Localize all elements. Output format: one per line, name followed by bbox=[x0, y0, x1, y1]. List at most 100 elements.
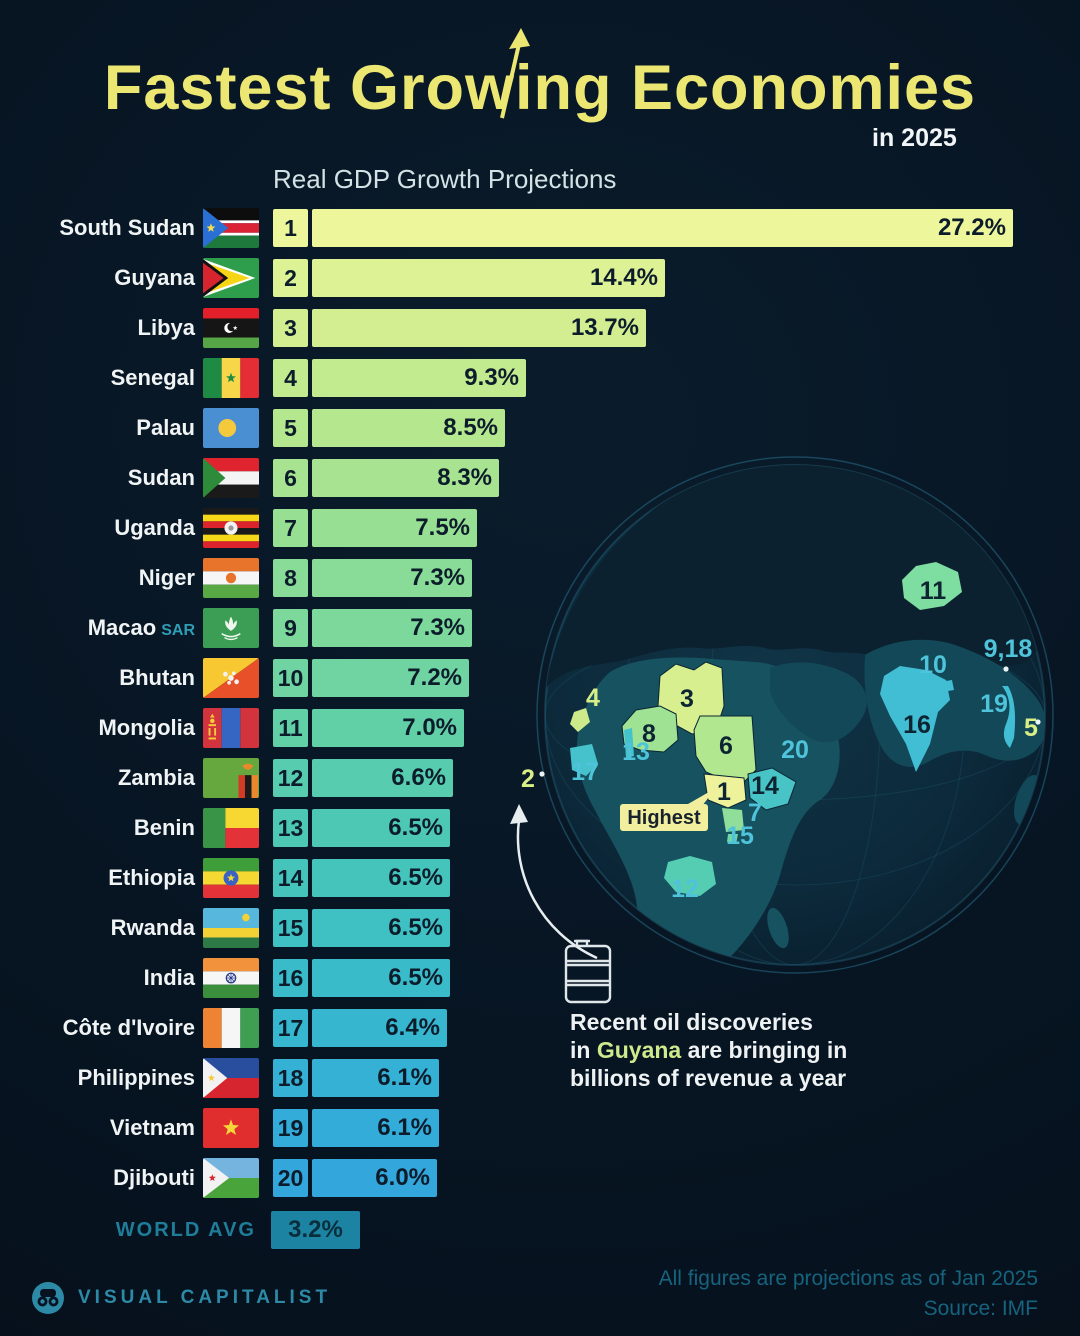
value-bar: 7.3% bbox=[312, 559, 472, 597]
value-bar: 7.3% bbox=[312, 609, 472, 647]
percent-label: 6.1% bbox=[377, 1064, 432, 1091]
map-label-10: 10 bbox=[919, 651, 947, 679]
country-india bbox=[880, 666, 950, 772]
flag-cote-divoire-icon bbox=[203, 1008, 259, 1048]
rank-badge: 12 bbox=[273, 759, 308, 797]
value-bar: 6.5% bbox=[312, 909, 450, 947]
continent-arabia bbox=[770, 662, 867, 743]
map-label-13: 13 bbox=[622, 738, 650, 766]
country-vietnam bbox=[1002, 686, 1016, 748]
flag-niger-icon bbox=[203, 558, 259, 598]
percent-label: 7.2% bbox=[407, 664, 462, 691]
country-label: Sudan bbox=[127, 465, 195, 490]
page-title: Fastest Growing Economies bbox=[103, 53, 977, 123]
chart-row: Zambia 12 6.6% bbox=[0, 753, 1080, 803]
country-label: Uganda bbox=[114, 515, 195, 540]
flag-macao-icon bbox=[203, 608, 259, 648]
rank-badge: 8 bbox=[273, 559, 308, 597]
country-label: Côte d'Ivoire bbox=[62, 1015, 195, 1040]
value-bar: 6.4% bbox=[312, 1009, 447, 1047]
map-dot-0 bbox=[539, 771, 545, 777]
value-bar: 7.0% bbox=[312, 709, 464, 747]
country-label: Guyana bbox=[114, 265, 195, 290]
rank-badge: 3 bbox=[273, 309, 308, 347]
country-label: Rwanda bbox=[110, 915, 195, 940]
flag-senegal-icon bbox=[203, 358, 259, 398]
map-label-2: 2 bbox=[521, 765, 535, 793]
country-uganda bbox=[722, 808, 744, 832]
flag-mongolia-icon bbox=[203, 708, 259, 748]
percent-label: 6.5% bbox=[388, 864, 443, 891]
chart-row: Palau 5 8.5% bbox=[0, 403, 1080, 453]
chart-row: Ethiopia 14 6.5% bbox=[0, 853, 1080, 903]
chart-row: Côte d'Ivoire 17 6.4% bbox=[0, 1003, 1080, 1053]
map-label-14: 14 bbox=[751, 772, 779, 800]
value-bar: 8.3% bbox=[312, 459, 499, 497]
map-dot-1 bbox=[1003, 666, 1009, 672]
source-line-1: All figures are projections as of Jan 20… bbox=[658, 1267, 1038, 1290]
source-line-2: Source: IMF bbox=[923, 1297, 1038, 1320]
country-label: South Sudan bbox=[59, 215, 195, 240]
map-label-19: 19 bbox=[980, 690, 1008, 718]
rank-badge: 11 bbox=[273, 709, 308, 747]
chart-row: Mongolia 11 7.0% bbox=[0, 703, 1080, 753]
value-bar: 9.3% bbox=[312, 359, 526, 397]
rank-badge: 20 bbox=[273, 1159, 308, 1197]
flag-vietnam-icon bbox=[203, 1108, 259, 1148]
value-bar: 6.5% bbox=[312, 859, 450, 897]
rank-badge: 9 bbox=[273, 609, 308, 647]
chart-row: South Sudan 1 27.2% bbox=[0, 203, 1080, 253]
percent-label: 8.5% bbox=[443, 414, 498, 441]
value-bar: 6.6% bbox=[312, 759, 453, 797]
map-label-17: 17 bbox=[571, 758, 599, 786]
percent-label: 7.5% bbox=[415, 514, 470, 541]
visual-capitalist-icon bbox=[32, 1282, 64, 1314]
rank-badge: 14 bbox=[273, 859, 308, 897]
flag-benin-icon bbox=[203, 808, 259, 848]
country-label: Niger bbox=[138, 565, 195, 590]
chart-row: Libya 3 13.7% bbox=[0, 303, 1080, 353]
source-note: All figures are projections as of Jan 20… bbox=[659, 1264, 1038, 1324]
continents bbox=[545, 465, 1045, 965]
country-zambia bbox=[664, 856, 716, 896]
rank-badge: 6 bbox=[273, 459, 308, 497]
world-average-row: WORLD AVG 3.2% bbox=[0, 1205, 1080, 1255]
world-avg-bar: 3.2% bbox=[271, 1211, 360, 1249]
rank-badge: 2 bbox=[273, 259, 308, 297]
highest-label: Highest bbox=[627, 807, 701, 829]
annotation-line: billions of revenue a year bbox=[570, 1065, 847, 1091]
country-label: Macao SAR bbox=[87, 615, 195, 640]
country-cote-divoire bbox=[570, 744, 598, 776]
guyana-arrow bbox=[510, 804, 598, 960]
percent-label: 8.3% bbox=[437, 464, 492, 491]
brand-logo: VISUAL CAPITALIST bbox=[30, 1280, 331, 1316]
map-dot-2 bbox=[1035, 719, 1041, 725]
rank-badge: 15 bbox=[273, 909, 308, 947]
percent-label: 7.0% bbox=[402, 714, 457, 741]
percent-label: 13.7% bbox=[570, 314, 639, 341]
map-label-7: 7 bbox=[748, 799, 762, 827]
flag-south-sudan-icon bbox=[203, 208, 259, 248]
map-label-11: 11 bbox=[920, 577, 947, 605]
country-mongolia bbox=[902, 562, 962, 610]
country-label: Palau bbox=[136, 415, 195, 440]
country-label: Libya bbox=[137, 315, 195, 340]
percent-label: 14.4% bbox=[589, 264, 658, 291]
map-label-15: 15 bbox=[726, 822, 754, 850]
percent-label: 6.6% bbox=[391, 764, 446, 791]
map-label-4: 4 bbox=[586, 684, 600, 712]
country-label: Mongolia bbox=[98, 715, 195, 740]
flag-djibouti-icon bbox=[203, 1158, 259, 1198]
value-bar: 8.5% bbox=[312, 409, 505, 447]
world-avg-value: 3.2% bbox=[288, 1216, 343, 1243]
world-avg-label: WORLD AVG bbox=[115, 1218, 256, 1241]
rank-badge: 10 bbox=[273, 659, 308, 697]
map-label-9,18: 9,18 bbox=[984, 635, 1033, 663]
country-benin bbox=[624, 728, 634, 758]
chart-row: Benin 13 6.5% bbox=[0, 803, 1080, 853]
map-label-1: 1 bbox=[717, 778, 731, 806]
country-senegal bbox=[570, 708, 590, 732]
rank-badge: 19 bbox=[273, 1109, 308, 1147]
